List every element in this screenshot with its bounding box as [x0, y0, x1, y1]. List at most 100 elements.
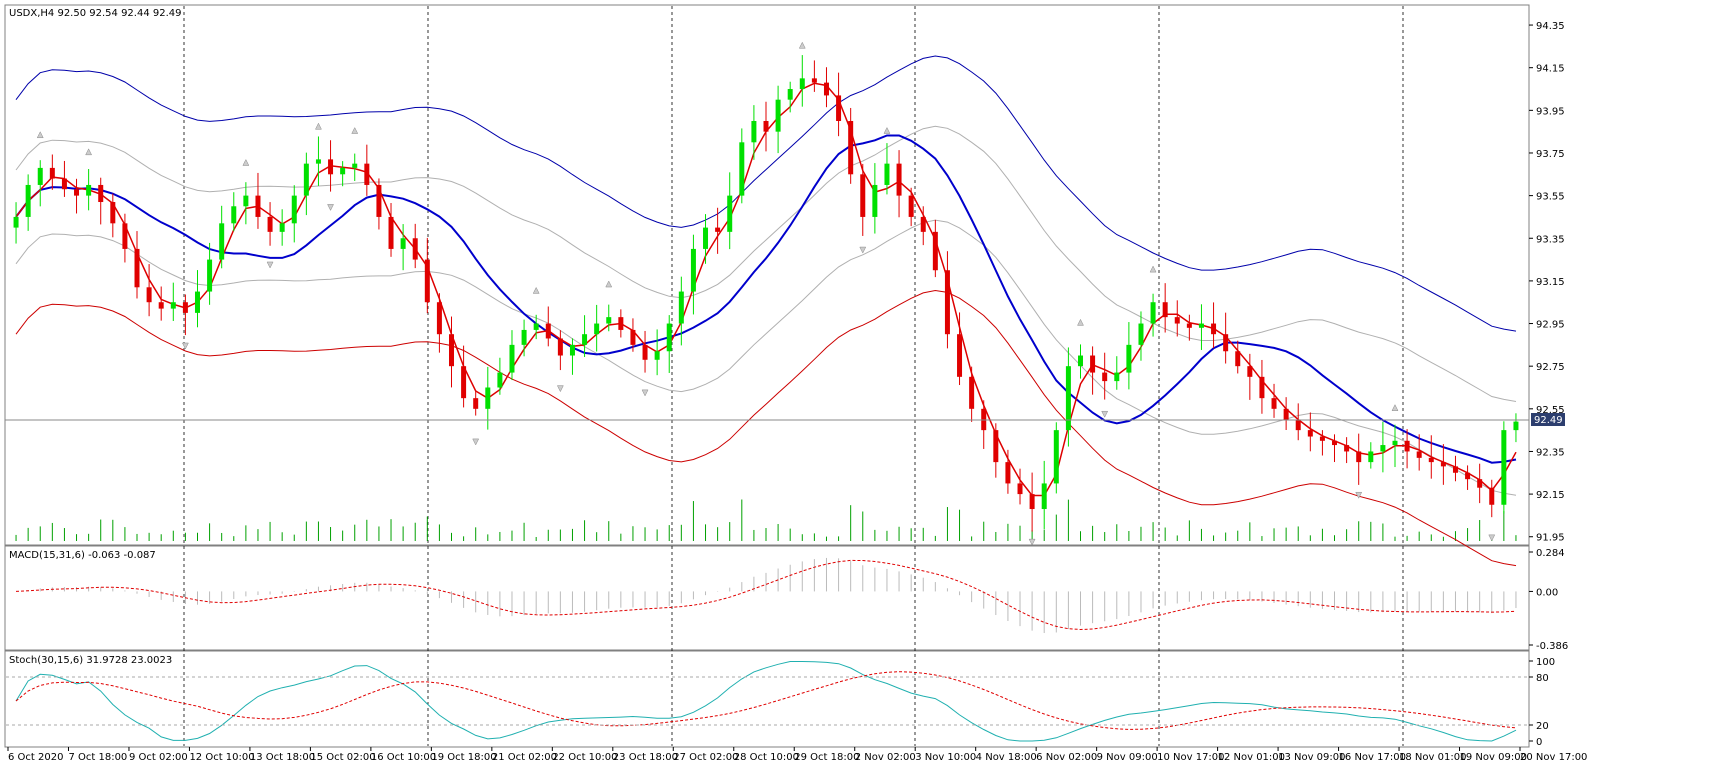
bull-candle	[799, 78, 805, 90]
bull-candle	[751, 120, 757, 143]
price-tick-label: 94.15	[1536, 64, 1565, 75]
time-tick-label: 2 Nov 02:00	[855, 752, 916, 763]
bull-candle	[521, 329, 527, 345]
upper-envelope	[15, 55, 1517, 332]
time-tick-label: 19 Nov 09:00	[1460, 752, 1527, 763]
fractal-down-arrow	[1488, 534, 1496, 542]
slow-moving-average	[15, 134, 1517, 464]
bull-candle	[654, 351, 660, 360]
fractal-up-arrow	[798, 41, 806, 49]
bull-candle	[13, 216, 19, 228]
bear-candle	[848, 120, 854, 175]
price-tick-label: 92.15	[1536, 490, 1565, 501]
bear-candle	[715, 227, 721, 232]
fractal-up-arrow	[85, 148, 93, 156]
price-tick-label: 94.35	[1536, 21, 1565, 32]
bear-candle	[1319, 436, 1325, 441]
bear-candle	[1440, 462, 1446, 467]
time-tick-label: 16 Oct 10:00	[371, 752, 436, 763]
price-tick-label: 93.55	[1536, 192, 1565, 203]
time-tick-label: 10 Nov 17:00	[1157, 752, 1224, 763]
bull-candle	[37, 167, 43, 185]
price-tick-label: 92.75	[1536, 362, 1565, 373]
bear-candle	[836, 95, 842, 121]
time-tick-label: 9 Oct 02:00	[129, 752, 188, 763]
macd-tick-label: 0.284	[1536, 548, 1565, 559]
bull-candle	[569, 344, 575, 356]
bull-candle	[606, 317, 612, 324]
price-tick-label: 91.95	[1536, 533, 1565, 544]
macd-histogram	[15, 557, 1517, 634]
bear-candle	[412, 238, 418, 260]
bull-candle	[497, 372, 503, 388]
fractal-down-arrow	[556, 385, 564, 393]
bull-candle	[678, 291, 684, 324]
time-tick-label: 28 Oct 10:00	[734, 752, 799, 763]
stoch-tick-label: 80	[1536, 673, 1549, 684]
bull-candle	[1114, 372, 1120, 382]
time-tick-label: 15 Oct 02:00	[310, 752, 375, 763]
bull-candle	[1138, 323, 1144, 345]
bear-candle	[436, 302, 442, 335]
time-tick-label: 22 Oct 10:00	[552, 752, 617, 763]
bear-candle	[449, 334, 455, 367]
bear-candle	[1259, 376, 1265, 399]
bear-candle	[1283, 408, 1289, 420]
bear-candle	[823, 82, 829, 96]
bull-candle	[787, 89, 793, 100]
time-tick-label: 12 Oct 10:00	[189, 752, 254, 763]
bear-candle	[981, 408, 987, 431]
bear-candle	[98, 184, 104, 203]
bull-candle	[703, 227, 709, 249]
bear-candle	[763, 120, 769, 132]
bear-candle	[944, 270, 950, 335]
bull-candle	[1053, 430, 1059, 484]
fractal-up-arrow	[351, 126, 359, 134]
fractal-up-arrow	[1149, 265, 1157, 273]
bull-candle	[340, 167, 346, 175]
bear-candle	[388, 216, 394, 249]
bull-candle	[279, 223, 285, 232]
bull-candle	[739, 142, 745, 196]
price-tick-label: 92.55	[1536, 405, 1565, 416]
price-tick-label: 93.15	[1536, 277, 1565, 288]
time-tick-label: 19 Oct 18:00	[431, 752, 496, 763]
candles	[13, 55, 1519, 532]
bull-candle	[231, 206, 237, 224]
bear-candle	[1235, 351, 1241, 367]
bear-candle	[642, 344, 648, 360]
stoch-tick-label: 0	[1536, 737, 1542, 748]
bear-candle	[1090, 355, 1096, 373]
stoch-header: Stoch(30,15,6) 31.9728 23.0023	[9, 655, 172, 666]
time-axis: 6 Oct 2020 7 Oct 18:00 9 Oct 02:00 12 Oct 1…	[7, 747, 1587, 763]
bull-candle	[485, 387, 491, 409]
bull-candle	[594, 323, 600, 335]
bull-candle	[1501, 430, 1507, 505]
bull-candle	[1198, 323, 1204, 328]
bull-candle	[25, 184, 31, 217]
bear-candle	[896, 163, 902, 196]
macd-tick-label: 0.00	[1536, 587, 1558, 598]
fractal-down-arrow	[472, 438, 480, 446]
bear-candle	[267, 216, 273, 232]
bear-candle	[328, 159, 334, 175]
vertical-grid	[183, 6, 1404, 746]
time-tick-label: 23 Oct 18:00	[613, 752, 678, 763]
bull-candle	[582, 334, 588, 345]
bear-candle	[557, 338, 563, 356]
bull-candle	[1513, 421, 1519, 431]
bear-candle	[1404, 440, 1410, 452]
bear-candle	[74, 189, 80, 196]
price-tick-label: 93.75	[1536, 149, 1565, 160]
fractal-down-arrow	[1028, 538, 1036, 546]
bull-candle	[1380, 445, 1386, 452]
bull-candle	[727, 195, 733, 232]
bull-candle	[1077, 355, 1083, 367]
stochastic-lines	[15, 661, 1517, 742]
bear-candle	[908, 195, 914, 217]
time-tick-label: 27 Oct 02:00	[673, 752, 738, 763]
time-tick-label: 6 Oct 2020	[8, 752, 63, 763]
bear-candle	[473, 398, 479, 409]
